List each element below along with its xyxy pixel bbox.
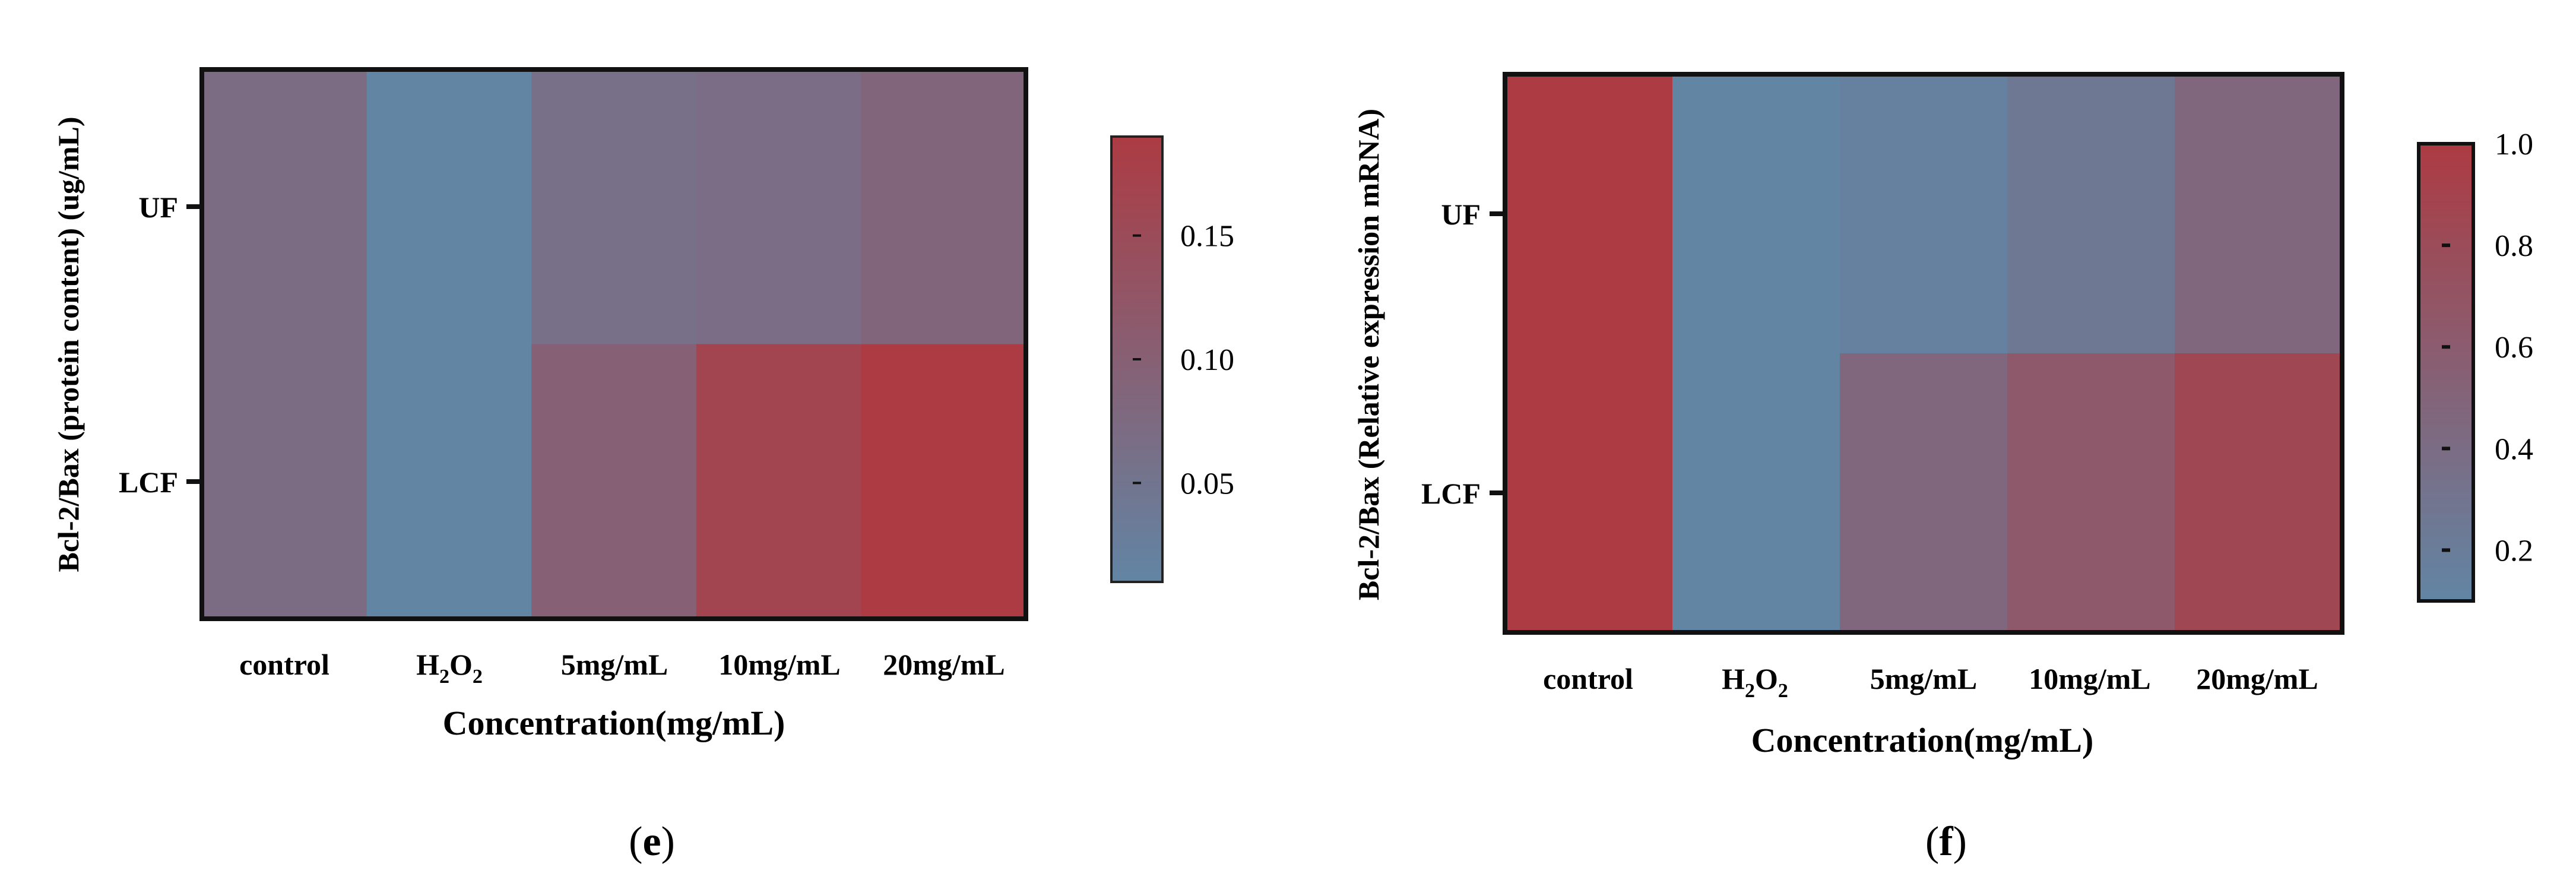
heatmap-cell (1672, 74, 1840, 354)
heatmap-cell (2007, 353, 2175, 633)
panel-label: (f) (1925, 819, 1967, 865)
colorbar (2417, 142, 2475, 603)
column-label-h2o2: H2O2 (416, 648, 483, 688)
column-label-h2o2: H2O2 (1722, 662, 1788, 702)
column-label-10mg: 10mg/mL (718, 648, 841, 681)
column-label-20mg: 20mg/mL (883, 648, 1005, 681)
plot-frame (199, 67, 1028, 621)
colorbar-tick-label: 0.05 (1180, 467, 1234, 501)
column-label-5mg: 5mg/mL (1870, 662, 1978, 695)
x-axis-label: Concentration(mg/mL) (1751, 721, 2094, 759)
panel-letter: e (642, 819, 661, 865)
heatmap-cells (202, 69, 1026, 619)
heatmap-panel-f: UF LCF Bcl-2/Bax (Relative expression mR… (1352, 72, 2533, 865)
h2o2-sub1: 2 (1745, 680, 1755, 702)
colorbar-tick-label: 0.2 (2495, 534, 2533, 568)
heatmap-cell (366, 344, 532, 619)
heatmap-cell (1840, 74, 2008, 354)
heatmap-cell (861, 69, 1026, 345)
heatmap-cells (1505, 74, 2343, 633)
y-axis-label: Bcl-2/Bax (Relative expression mRNA) (1352, 109, 1385, 600)
h2o2-o: O (449, 648, 473, 681)
row-label-uf: UF (1441, 198, 1481, 231)
heatmap-cell (1505, 353, 1673, 633)
heatmap-cell (2175, 74, 2343, 354)
heatmap-cell (861, 344, 1026, 619)
colorbar-tick-label: 0.8 (2495, 229, 2533, 263)
column-label-5mg: 5mg/mL (561, 648, 668, 681)
heatmap-cell (1840, 353, 2008, 633)
y-axis-label: Bcl-2/Bax (protein content) (ug/mL) (52, 116, 85, 572)
heatmap-cell (1672, 353, 1840, 633)
heatmap-cell (2007, 74, 2175, 354)
colorbar-tick-label: 1.0 (2495, 128, 2533, 162)
heatmap-cell (696, 344, 861, 619)
colorbar-ticks: 0.05 0.10 0.15 (1133, 220, 1234, 501)
heatmap-cell (202, 69, 367, 345)
column-label-10mg: 10mg/mL (2029, 662, 2151, 695)
h2o2-sub2: 2 (1778, 680, 1788, 702)
panel-letter: f (1939, 819, 1953, 865)
heatmap-panel-e: UF LCF Bcl-2/Bax (protein content) (ug/m… (52, 67, 1234, 865)
panel-label: (e) (629, 819, 675, 865)
colorbar-tick-label: 0.15 (1180, 220, 1234, 254)
heatmap-cell (202, 344, 367, 619)
column-label-control: control (239, 648, 329, 681)
row-label-lcf: LCF (1421, 477, 1481, 510)
column-labels: control H2O2 5mg/mL 10mg/mL 20mg/mL (239, 648, 1005, 688)
heatmap-cell (696, 69, 861, 345)
row-label-uf: UF (138, 191, 178, 224)
colorbar-tick-label: 0.4 (2495, 432, 2533, 466)
h2o2-sub1: 2 (439, 666, 449, 688)
heatmap-cell (531, 344, 697, 619)
column-label-20mg: 20mg/mL (2196, 662, 2318, 695)
plot-frame (1503, 72, 2344, 635)
x-axis-label: Concentration(mg/mL) (443, 704, 785, 742)
heatmap-cell (1505, 74, 1673, 354)
column-label-control: control (1543, 662, 1633, 695)
heatmap-cell (2175, 353, 2343, 633)
h2o2-o: O (1755, 662, 1778, 695)
heatmap-cell (531, 69, 697, 345)
colorbar-tick-label: 0.6 (2495, 331, 2533, 365)
colorbar-ticks: 0.2 0.4 0.6 0.8 1.0 (2442, 128, 2533, 568)
h2o2-h: H (1722, 662, 1745, 695)
colorbar-tick-label: 0.10 (1180, 343, 1234, 377)
h2o2-h: H (416, 648, 439, 681)
column-labels: control H2O2 5mg/mL 10mg/mL 20mg/mL (1543, 662, 2318, 702)
row-label-lcf: LCF (119, 466, 178, 499)
h2o2-sub2: 2 (473, 666, 483, 688)
heatmap-cell (366, 69, 532, 345)
